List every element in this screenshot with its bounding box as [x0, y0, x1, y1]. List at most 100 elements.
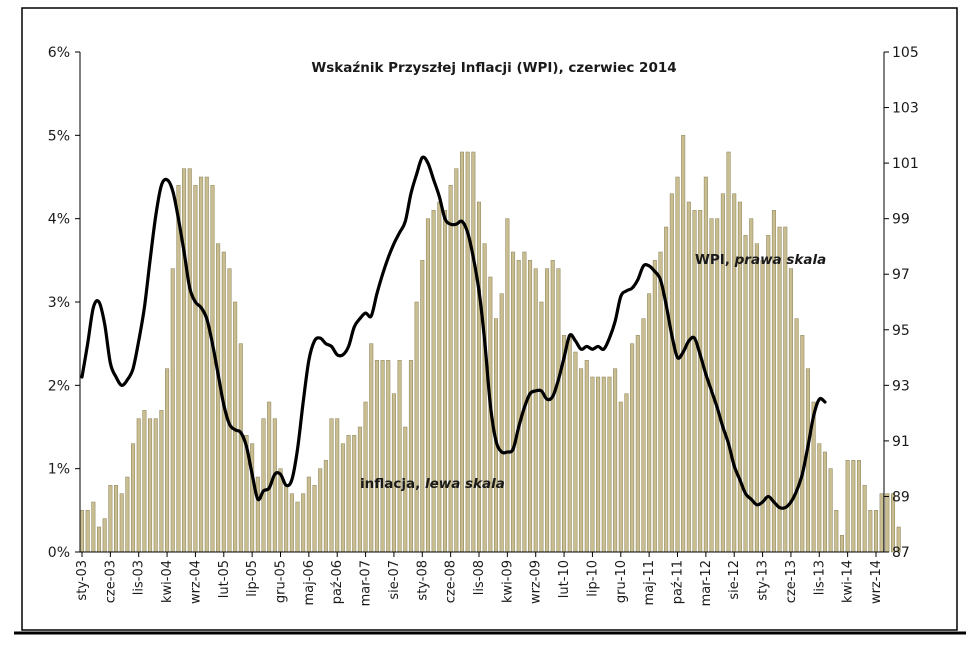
bar-inflacja — [323, 460, 328, 553]
ticks-layer: 0% 1% 2% 3% 4% 5% 6% 87 89 91 93 95 97 99 101 103 105 sty… — [48, 45, 919, 606]
bar-inflacja — [584, 360, 589, 553]
bar-inflacja — [800, 335, 805, 553]
bar-inflacja — [499, 293, 504, 553]
bar-inflacja — [760, 260, 765, 553]
bar-inflacja — [550, 260, 555, 553]
bar-inflacja — [686, 201, 691, 553]
bar-inflacja — [131, 443, 136, 553]
x-axis-tick-label: cze-03 — [103, 560, 118, 603]
annotation-inflation-main: inflacja, — [360, 476, 425, 492]
bar-inflacja — [227, 268, 232, 553]
bar-inflacja — [97, 526, 102, 553]
right-axis-tick-label: 89 — [892, 489, 910, 505]
bar-inflacja — [505, 218, 510, 553]
bar-inflacja — [465, 151, 470, 553]
x-axis-tick-label: sty-13 — [756, 560, 771, 601]
bar-inflacja — [170, 268, 175, 553]
bar-inflacja — [528, 260, 533, 553]
left-axis-tick-label: 4% — [48, 212, 70, 228]
bar-inflacja — [386, 360, 391, 553]
bar-inflacja — [159, 410, 164, 553]
bar-inflacja — [601, 376, 606, 553]
bar-inflacja — [533, 268, 538, 553]
annotation-wpi-italic: prawa skala — [734, 252, 827, 268]
right-axis-tick-label: 101 — [892, 156, 919, 172]
bar-inflacja — [732, 193, 737, 553]
bar-inflacja — [817, 443, 822, 553]
bar-inflacja — [516, 260, 521, 553]
bar-inflacja — [726, 151, 731, 553]
bar-inflacja — [879, 493, 884, 553]
x-axis-tick-label: gru-10 — [614, 560, 629, 603]
x-axis-tick-label: sie-12 — [727, 560, 742, 600]
bar-inflacja — [306, 476, 311, 553]
bar-inflacja — [391, 393, 396, 553]
bar-inflacja — [346, 435, 351, 553]
bar-inflacja — [204, 176, 209, 553]
bar-inflacja — [261, 418, 266, 553]
bar-inflacja — [681, 135, 686, 553]
bar-inflacja — [420, 260, 425, 553]
bar-inflacja — [669, 193, 674, 553]
bar-inflacja — [380, 360, 385, 553]
bar-inflacja — [590, 376, 595, 553]
x-axis-tick-label: sie-07 — [387, 560, 402, 600]
left-axis-tick-label: 6% — [48, 45, 70, 61]
bar-inflacja — [153, 418, 158, 553]
right-axis-tick-label: 91 — [892, 434, 910, 450]
chart-title: Wskaźnik Przyszłej Inflacji (WPI), czerw… — [311, 60, 676, 76]
bar-inflacja — [102, 518, 107, 553]
right-axis-tick-label: 103 — [892, 101, 919, 117]
bar-inflacja — [272, 418, 277, 553]
bar-inflacja — [425, 218, 430, 553]
x-axis-tick-label: wrz-14 — [869, 560, 884, 604]
x-axis-tick-label: gru-05 — [274, 560, 289, 603]
x-axis-tick-label: lut-05 — [217, 560, 232, 598]
x-axis-tick-label: lis-08 — [472, 560, 487, 595]
bar-inflacja — [658, 251, 663, 553]
bar-inflacja — [794, 318, 799, 553]
bar-inflacja — [777, 226, 782, 553]
bar-inflacja — [142, 410, 147, 553]
bar-inflacja — [148, 418, 153, 553]
x-axis-tick-label: kwi-14 — [841, 560, 856, 603]
bar-inflacja — [108, 485, 113, 553]
bars-layer — [79, 135, 901, 553]
bar-inflacja — [766, 235, 771, 553]
bar-inflacja — [856, 460, 861, 553]
bar-inflacja — [199, 176, 204, 553]
bar-inflacja — [618, 401, 623, 553]
x-axis-tick-label: cze-13 — [784, 560, 799, 603]
bar-inflacja — [783, 226, 788, 553]
bar-inflacja — [596, 376, 601, 553]
bar-inflacja — [136, 418, 141, 553]
right-axis-tick-label: 95 — [892, 323, 910, 339]
annotation-inflation-italic: lewa skala — [425, 476, 505, 492]
left-axis-tick-label: 3% — [48, 295, 70, 311]
x-axis-tick-label: lis-03 — [132, 560, 147, 595]
bar-inflacja — [607, 376, 612, 553]
bar-inflacja — [834, 510, 839, 553]
bar-inflacja — [408, 360, 413, 553]
bar-inflacja — [476, 201, 482, 553]
bar-inflacja — [471, 151, 476, 553]
x-axis-tick-label: wrz-04 — [188, 560, 203, 604]
bar-inflacja — [165, 368, 170, 553]
bar-inflacja — [238, 343, 243, 553]
bar-inflacja — [613, 368, 618, 553]
bar-inflacja — [119, 493, 124, 553]
bar-inflacja — [885, 493, 890, 553]
bar-inflacja — [482, 243, 487, 553]
bar-inflacja — [652, 260, 657, 553]
bar-inflacja — [459, 151, 465, 553]
bar-inflacja — [896, 526, 901, 553]
left-axis-tick-label: 1% — [48, 462, 70, 478]
bar-inflacja — [624, 393, 629, 553]
bar-inflacja — [255, 476, 260, 553]
bar-inflacja — [85, 510, 90, 553]
bar-inflacja — [788, 268, 793, 553]
right-axis-tick-label: 87 — [892, 545, 910, 561]
bar-inflacja — [216, 243, 221, 553]
